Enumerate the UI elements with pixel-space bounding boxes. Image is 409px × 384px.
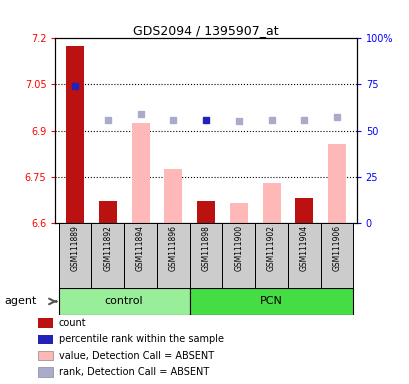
Text: GSM111906: GSM111906 [332, 225, 341, 271]
Bar [189, 288, 353, 315]
Bar [327, 144, 345, 223]
Bar [91, 223, 124, 288]
Text: value, Detection Call = ABSENT: value, Detection Call = ABSENT [59, 351, 213, 361]
Bar [157, 223, 189, 288]
Text: GSM111898: GSM111898 [201, 225, 210, 271]
Bar [320, 223, 353, 288]
Bar [287, 223, 320, 288]
Bar [38, 367, 52, 377]
Bar [38, 335, 52, 344]
Bar [164, 169, 182, 223]
Text: rank, Detection Call = ABSENT: rank, Detection Call = ABSENT [59, 367, 209, 377]
Bar [58, 223, 91, 288]
Bar [131, 123, 149, 223]
Text: GSM111902: GSM111902 [266, 225, 275, 271]
Bar [262, 183, 280, 223]
Bar [189, 223, 222, 288]
Text: percentile rank within the sample: percentile rank within the sample [59, 334, 223, 344]
Bar [38, 351, 52, 360]
Bar [124, 223, 157, 288]
Text: GSM111904: GSM111904 [299, 225, 308, 271]
Bar [294, 198, 312, 223]
Text: GSM111894: GSM111894 [136, 225, 145, 271]
Text: GSM111896: GSM111896 [169, 225, 178, 271]
Bar [58, 288, 189, 315]
Bar [66, 46, 84, 223]
Text: agent: agent [4, 296, 36, 306]
Bar [38, 318, 52, 328]
Text: GSM111900: GSM111900 [234, 225, 243, 271]
Bar [254, 223, 287, 288]
Bar [222, 223, 254, 288]
Text: PCN: PCN [259, 296, 282, 306]
Text: GSM111889: GSM111889 [70, 225, 79, 271]
Bar [99, 201, 117, 223]
Text: count: count [59, 318, 86, 328]
Bar [197, 201, 214, 223]
Text: GSM111892: GSM111892 [103, 225, 112, 271]
Title: GDS2094 / 1395907_at: GDS2094 / 1395907_at [133, 24, 278, 37]
Bar [229, 203, 247, 223]
Text: control: control [105, 296, 143, 306]
